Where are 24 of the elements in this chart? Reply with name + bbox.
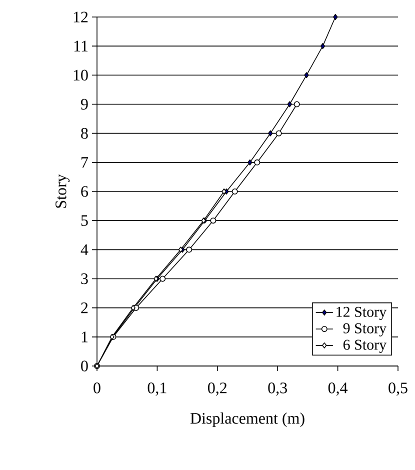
legend-label: 9 Story [343, 323, 387, 336]
x-axis-title: Displacement (m) [190, 412, 304, 428]
y-tick-label: 8 [81, 128, 88, 139]
x-tick-label: 0,5 [388, 382, 408, 396]
y-tick-label: 11 [74, 40, 88, 52]
y-axis-title: Story [56, 174, 70, 208]
legend-label: 12 Story [336, 306, 387, 320]
x-tick-label: 0,4 [328, 382, 348, 396]
y-tick-label: 3 [81, 273, 88, 284]
y-tick-label: 2 [81, 302, 88, 314]
y-tick-label: 0 [81, 360, 88, 372]
y-tick-label: 10 [74, 70, 88, 81]
y-tick-label: 6 [81, 186, 88, 197]
x-tick-label: 0,1 [148, 382, 166, 396]
x-tick-label: 0,3 [268, 382, 287, 396]
y-tick-label: 1 [82, 332, 88, 342]
y-tick-label: 7 [82, 157, 88, 168]
y-tick-label: 4 [80, 244, 88, 255]
x-tick-label: 0 [94, 382, 100, 394]
y-tick-label: 9 [80, 98, 88, 110]
y-tick-label: 12 [74, 12, 88, 22]
y-tick-label: 5 [81, 215, 88, 226]
x-tick-label: 0,2 [208, 382, 227, 396]
legend-label: 6 Story [343, 340, 387, 353]
